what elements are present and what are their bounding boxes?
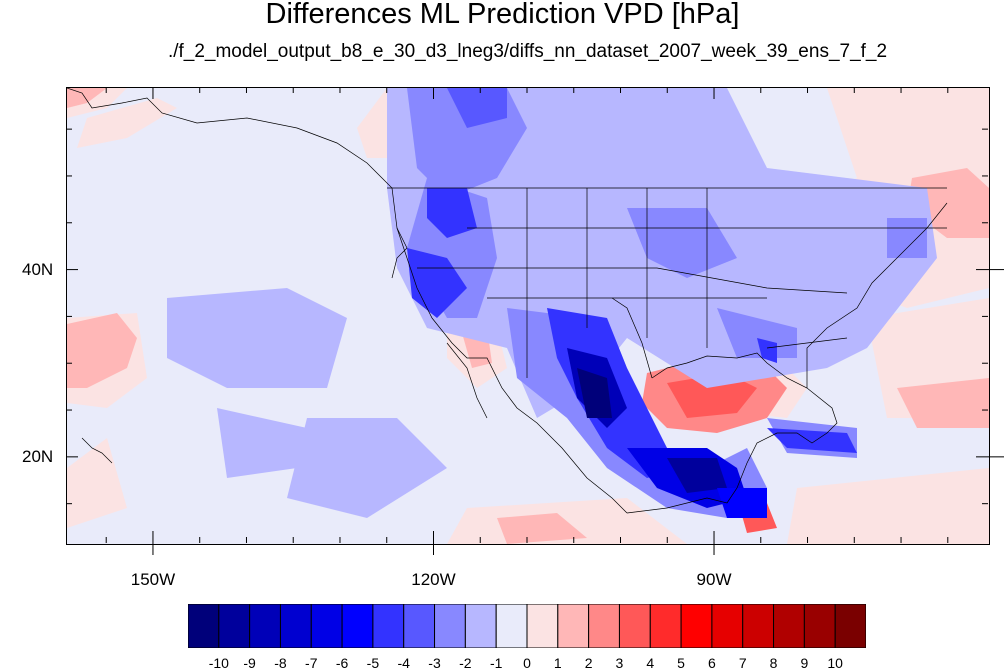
colorbar-label: 9 (800, 655, 809, 671)
colorbar-label: -1 (489, 655, 503, 671)
colorbar-swatch (834, 604, 866, 648)
colorbar-label: -2 (459, 655, 472, 671)
colorbar-swatch (341, 604, 374, 648)
colorbar-swatch (434, 604, 466, 648)
colorbar-swatch (557, 604, 590, 648)
colorbar-label: 6 (708, 655, 716, 671)
colorbar-label: -5 (366, 655, 380, 671)
colorbar-label: 4 (646, 655, 655, 671)
colorbar-swatch (464, 604, 497, 648)
coastlines-and-borders (67, 88, 948, 514)
lon-label-150w: 150W (130, 570, 176, 589)
colorbar-label: -3 (428, 655, 441, 671)
colorbar-swatch (742, 604, 775, 648)
lon-label-90w: 90W (696, 570, 732, 589)
colorbar-swatch (711, 604, 744, 648)
colorbar-label: -10 (208, 655, 229, 671)
colorbar-swatch (372, 604, 405, 648)
colorbar-swatch (249, 604, 281, 648)
colorbar-label: 5 (677, 655, 685, 671)
colorbar-swatch (218, 604, 251, 648)
colorbar-swatch (803, 604, 836, 648)
colorbar-swatch (588, 604, 620, 648)
colorbar-swatch (773, 604, 805, 648)
colorbar-label: 3 (615, 655, 624, 671)
colorbar-swatch (188, 604, 220, 648)
map-subtitle: ./f_2_model_output_b8_e_30_d3_lneg3/diff… (167, 41, 888, 62)
lat-label-40n: 40N (22, 259, 54, 279)
colorbar-label: -4 (397, 655, 410, 671)
colorbar-label: -6 (335, 655, 349, 671)
colorbar-swatch (680, 604, 713, 648)
map-panel (66, 87, 990, 545)
map-title: Differences ML Prediction VPD [hPa] (265, 0, 740, 30)
strong-negative-regions (407, 88, 857, 518)
colorbar-label: 2 (584, 655, 593, 671)
colorbar-label: 8 (769, 655, 778, 671)
colorbar-label: -7 (305, 655, 318, 671)
colorbar-swatch (526, 604, 559, 648)
colorbar-label: 0 (523, 655, 531, 671)
colorbar-swatch (495, 604, 528, 648)
colorbar-label: -9 (243, 655, 256, 671)
lon-label-120w: 120W (411, 570, 456, 589)
colorbar-swatch (279, 604, 312, 648)
colorbar-label: 1 (553, 655, 562, 671)
lat-label-20n: 20N (22, 446, 54, 466)
colorbar-label: 7 (738, 655, 747, 671)
vpd-difference-field (67, 88, 989, 544)
colorbar (188, 604, 866, 648)
colorbar-swatch (310, 604, 343, 648)
colorbar-swatch (618, 604, 651, 648)
colorbar-label: -8 (274, 655, 287, 671)
colorbar-label: 10 (827, 655, 843, 671)
colorbar-swatch (403, 604, 436, 648)
colorbar-swatch (649, 604, 682, 648)
